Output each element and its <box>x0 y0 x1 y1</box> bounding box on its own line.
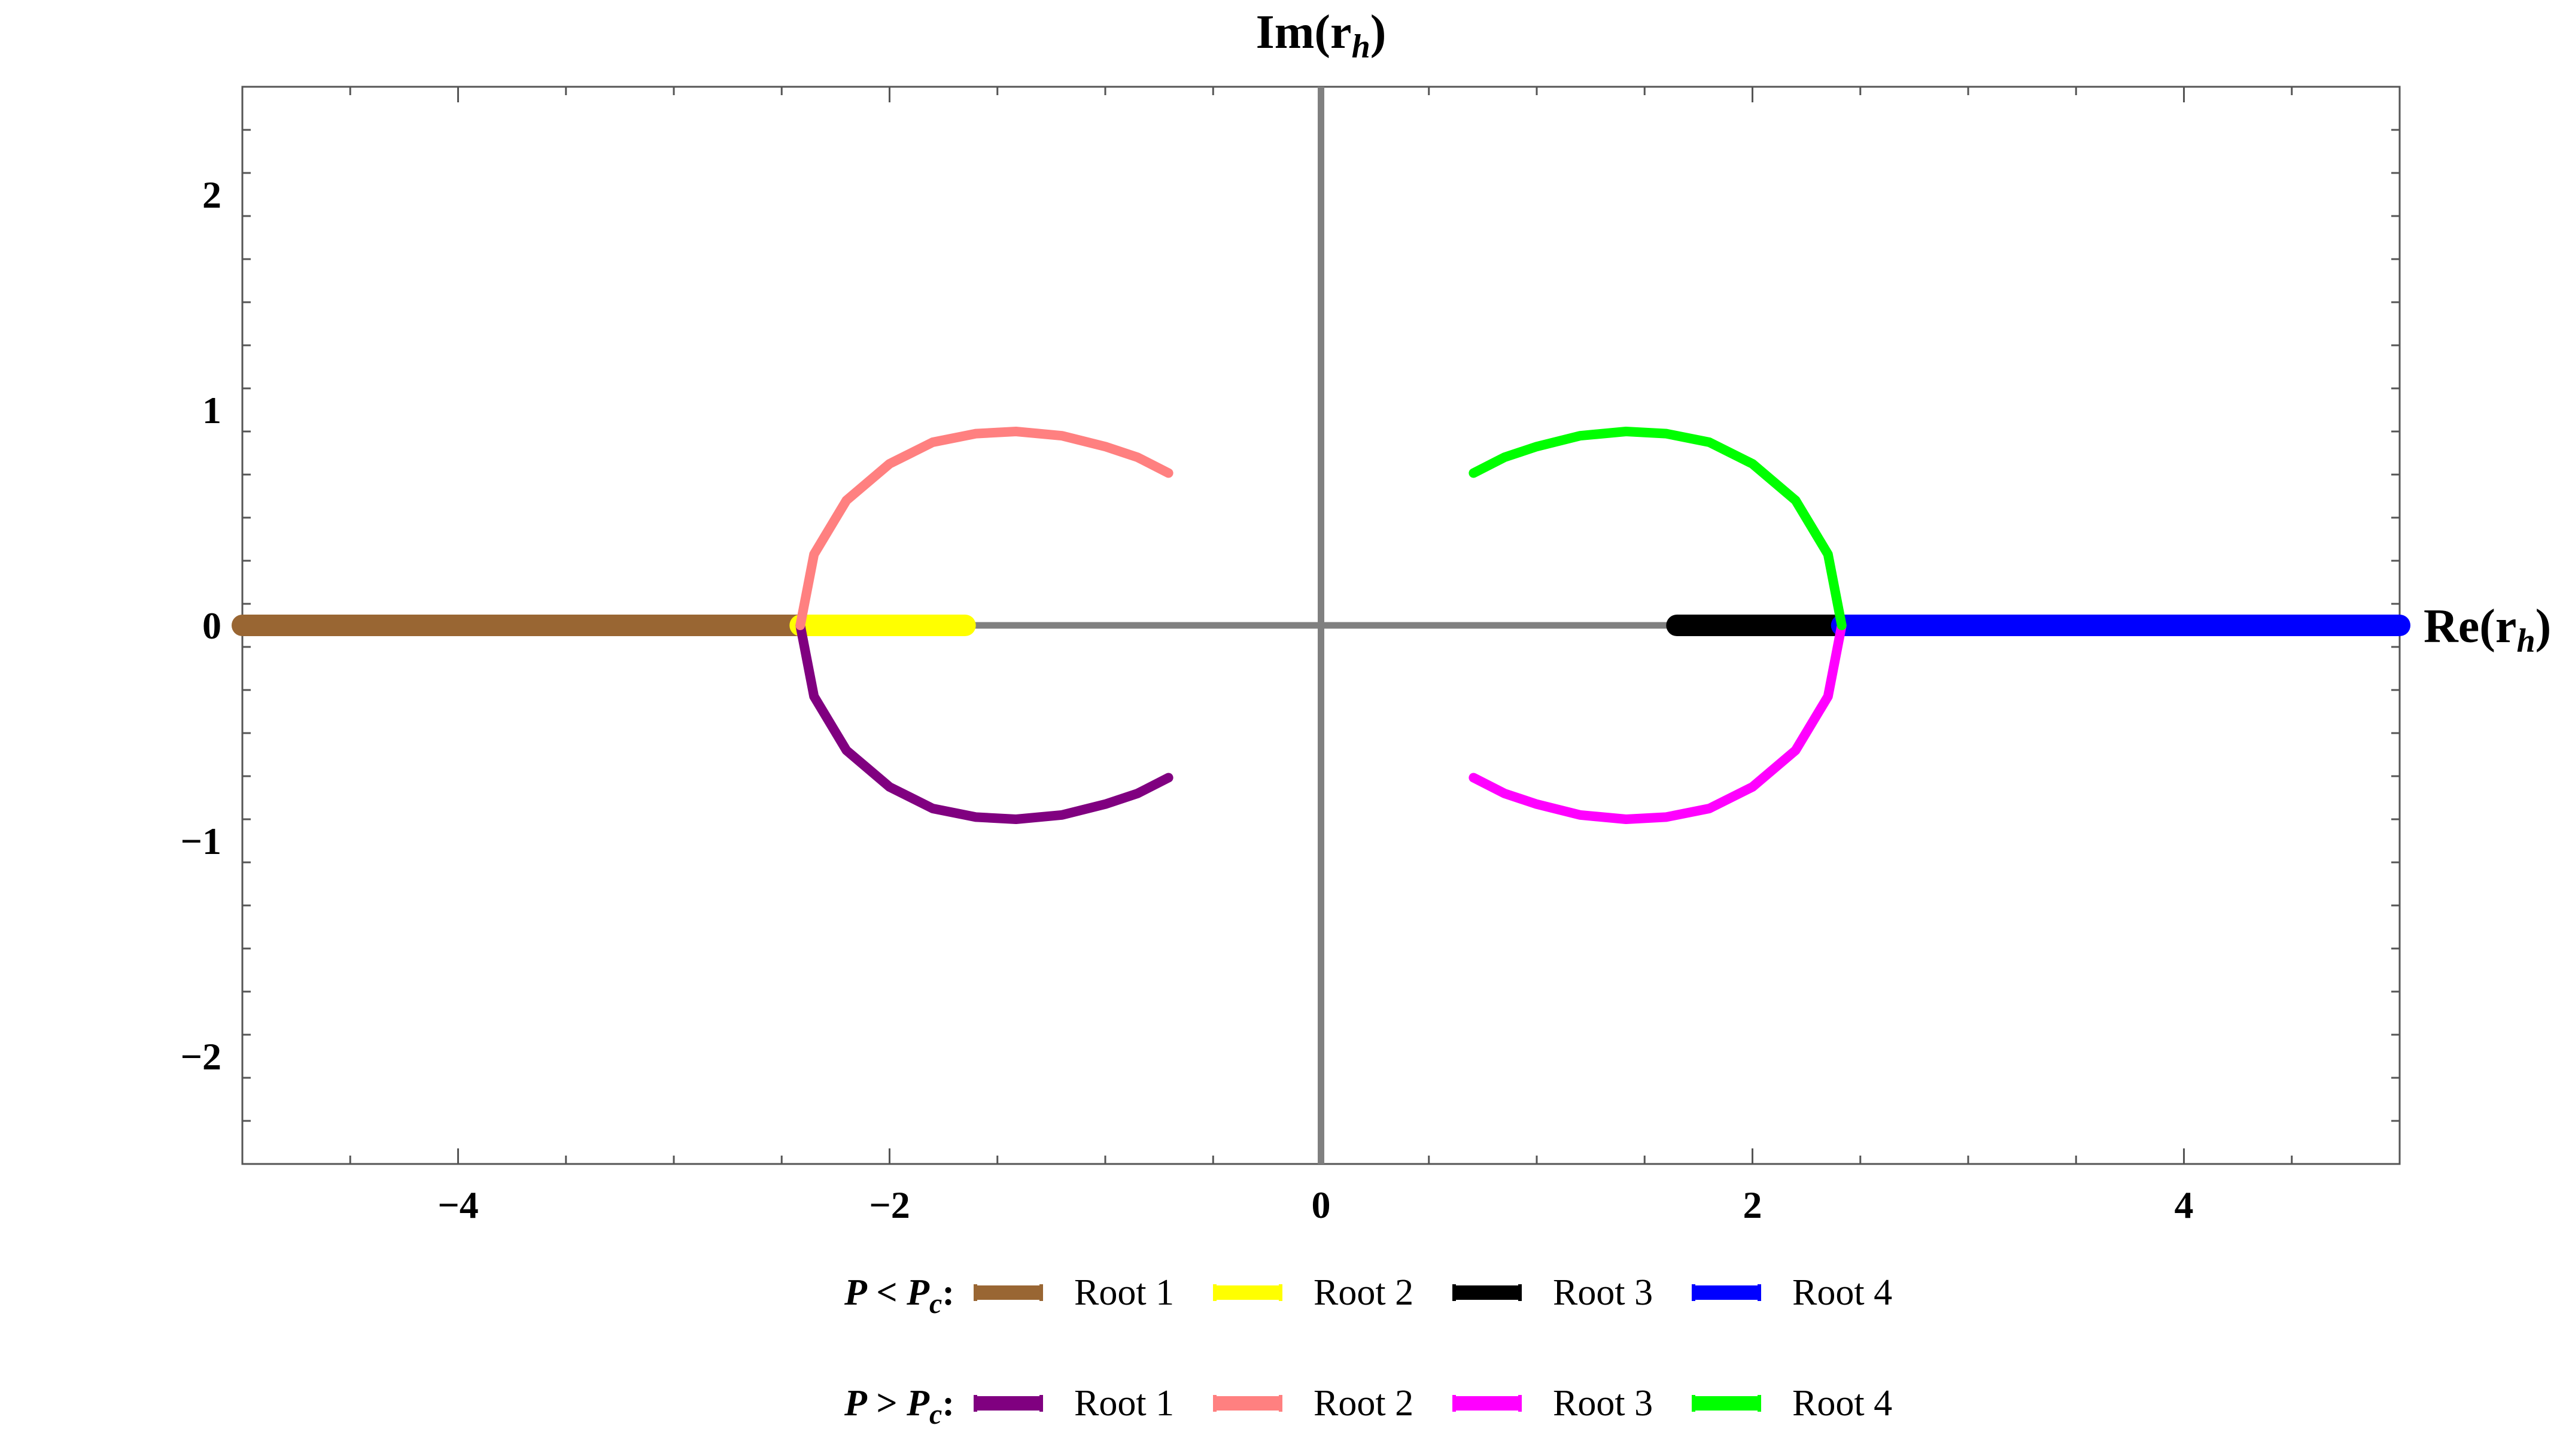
y-tick-label: 2 <box>202 174 221 216</box>
legend-label: Root 4 <box>1792 1383 1892 1424</box>
legend-label: Root 2 <box>1314 1272 1413 1313</box>
series-root-4-p-gt-pc <box>1469 427 1847 630</box>
x-axis-title: Re(rh) <box>2424 600 2551 659</box>
tick-labels: −4 −2 0 2 4 −2 −1 0 1 2 <box>181 174 2194 1226</box>
series-root-3-p-gt-pc <box>1469 621 1847 824</box>
x-tick-label: 2 <box>1743 1184 1762 1226</box>
x-tick-label: −2 <box>869 1184 910 1226</box>
legend-label: Root 2 <box>1314 1383 1413 1424</box>
legend: P < Pc: Root 1 Root 2 Root 3 Root 4 P > Pc: Ro… <box>844 1272 1892 1430</box>
series-root-2-p-gt-pc <box>795 427 1173 630</box>
legend-label: Root 1 <box>1074 1383 1174 1424</box>
y-axis-title: Im(rh) <box>1256 6 1387 65</box>
x-tick-label: −4 <box>437 1184 478 1226</box>
series-root-1-p-gt-pc <box>795 621 1173 824</box>
y-tick-label: −2 <box>181 1035 221 1078</box>
legend-condition: P > Pc: <box>844 1383 954 1430</box>
y-tick-label: −1 <box>181 820 221 862</box>
legend-label: Root 1 <box>1074 1272 1174 1313</box>
x-tick-label: 4 <box>2175 1184 2194 1226</box>
legend-label: Root 3 <box>1553 1383 1653 1424</box>
y-tick-label: 0 <box>202 604 221 647</box>
series-layer <box>232 427 2410 824</box>
legend-label: Root 4 <box>1792 1272 1892 1313</box>
x-tick-label: 0 <box>1312 1184 1331 1226</box>
y-tick-label: 1 <box>202 389 221 431</box>
legend-condition: P < Pc: <box>844 1272 954 1320</box>
legend-label: Root 3 <box>1553 1272 1653 1313</box>
